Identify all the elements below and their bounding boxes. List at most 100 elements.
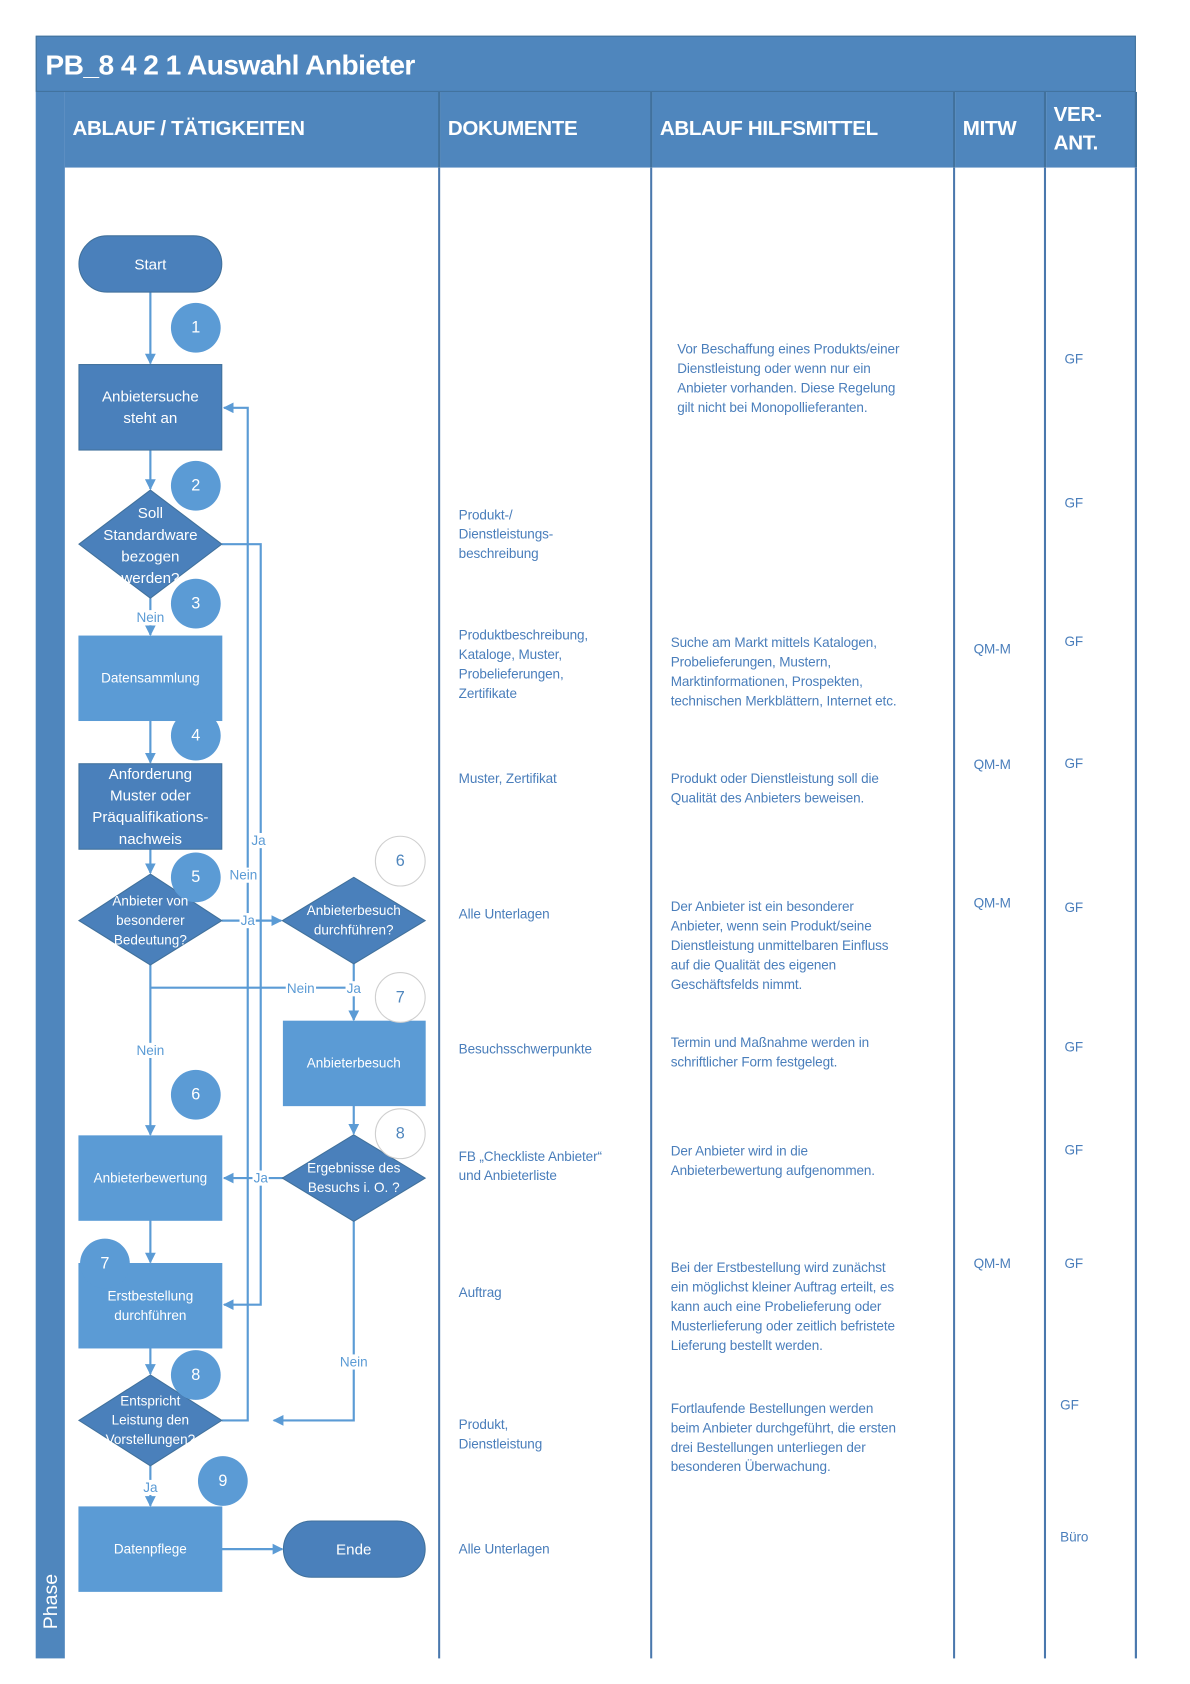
dokument-entry: Auftrag — [458, 1285, 502, 1301]
label-nein: Nein — [228, 867, 259, 883]
erstbestellung-label: Erstbestellung durchführen — [107, 1288, 194, 1324]
dokument-entry: Produktbeschreibung, Kataloge, Muster, P… — [458, 627, 589, 702]
hilfsmittel-entry: Bei der Erstbestellung wird zunächst ein… — [670, 1260, 895, 1354]
besondere-decision — [77, 873, 223, 966]
ende-terminator — [282, 1520, 426, 1578]
step-circle-9 — [197, 1456, 248, 1506]
datensammlung-box — [78, 635, 223, 722]
side-step-circle-8 — [374, 1108, 426, 1160]
label-nein: Nein — [135, 610, 166, 626]
verant-entry: GF — [1060, 1397, 1079, 1413]
verant-entry: GF — [1064, 495, 1084, 511]
header-ablauf: ABLAUF / TÄTIGKEITEN — [64, 91, 441, 168]
side-step-number: 8 — [395, 1124, 405, 1143]
start-terminator — [78, 235, 223, 293]
step-number: 3 — [191, 594, 201, 613]
hilfsmittel-entry: Der Anbieter ist ein besonderer Anbieter… — [670, 898, 889, 993]
column-hilfsmittel — [652, 167, 956, 1659]
mitw-entry: QM-M — [973, 1255, 1011, 1272]
step-number: 7 — [100, 1254, 110, 1273]
header-hilfsmittel-label: ABLAUF HILFSMITTEL — [659, 117, 878, 141]
column-mitw — [955, 167, 1047, 1659]
besuch-frage-label: Anbieterbesuch durchführen? — [306, 903, 401, 938]
column-dokumente — [440, 167, 653, 1659]
step-circle-4 — [170, 710, 221, 761]
step-circle-8 — [170, 1350, 221, 1400]
start-label: Start — [134, 255, 167, 273]
label-ja: Ja — [345, 981, 362, 997]
verant-entry: GF — [1064, 1142, 1084, 1158]
anbietersuche-label: Anbietersuche steht an — [101, 387, 199, 427]
label-ja: Ja — [142, 1479, 159, 1496]
label-ja: Ja — [250, 832, 267, 849]
connector-ergebnisse-nein — [272, 1221, 355, 1426]
verant-entry: Büro — [1060, 1529, 1089, 1545]
anbieterbesuch-box — [282, 1020, 426, 1107]
ende-label: Ende — [336, 1540, 372, 1558]
verant-entry: GF — [1064, 351, 1084, 367]
connector-soll-ja — [221, 543, 262, 1311]
step-circle-1 — [170, 302, 221, 353]
header-dokumente-label: DOKUMENTE — [447, 117, 578, 141]
hilfsmittel-entry: Termin und Maßnahme werden in schriftlic… — [670, 1035, 870, 1070]
bewertung-box — [78, 1135, 223, 1221]
step-number: 9 — [218, 1471, 228, 1491]
header-mitw: MITW — [955, 91, 1047, 168]
datensammlung-label: Datensammlung — [101, 670, 200, 686]
label-ja: Ja — [252, 1170, 269, 1186]
header-ablauf-label: ABLAUF / TÄTIGKEITEN — [72, 117, 305, 141]
label-ja: Ja — [239, 913, 256, 929]
dokument-entry: Produkt, Dienstleistung — [458, 1417, 543, 1452]
side-step-circle-7 — [374, 971, 426, 1023]
side-step-circle-6 — [374, 835, 426, 887]
hilfsmittel-entry: Fortlaufende Bestellungen werden beim An… — [670, 1400, 896, 1475]
verant-entry: GF — [1064, 1039, 1084, 1055]
datenpflege-label: Datenpflege — [113, 1541, 187, 1557]
anbietersuche-box — [78, 364, 223, 451]
dokument-entry: Besuchsschwerpunkte — [458, 1041, 592, 1057]
header-dokumente: DOKUMENTE — [440, 91, 653, 168]
label-nein: Nein — [285, 981, 316, 997]
step-number: 5 — [191, 868, 201, 887]
besondere-label: Anbieter von besonderer Bedeutung? — [112, 893, 189, 948]
verant-entry: GF — [1064, 1255, 1084, 1272]
mitw-entry: QM-M — [973, 895, 1011, 911]
label-nein: Nein — [135, 1042, 166, 1059]
mitw-entry: QM-M — [973, 641, 1011, 657]
column-verant — [1046, 167, 1137, 1659]
dokument-entry: Alle Unterlagen — [458, 906, 550, 922]
hilfsmittel-entry: Produkt oder Dienstleistung soll die Qua… — [670, 771, 879, 806]
step-circle-5 — [170, 852, 221, 903]
step-circle-7 — [80, 1238, 130, 1289]
dokument-entry: FB „Checkliste Anbieter“ und Anbieterlis… — [458, 1148, 602, 1184]
step-number: 6 — [191, 1085, 201, 1104]
anforderung-label: Anforderung Muster oder Präqualifikation… — [92, 764, 209, 848]
hilfsmittel-entry: Vor Beschaffung eines Produkts/einer Die… — [677, 341, 900, 416]
step-number: 1 — [191, 318, 201, 337]
step-circle-2 — [170, 460, 221, 511]
datenpflege-box — [78, 1506, 223, 1592]
header-verant: VER- ANT. — [1046, 91, 1137, 168]
soll-label: Soll Standardware bezogen werden? — [103, 504, 198, 587]
title-bar: PB_8 4 2 1 Auswahl Anbieter — [35, 35, 1136, 92]
step-circle-6 — [170, 1069, 221, 1120]
dokument-entry: Produkt-/ Dienstleistungs- beschreibung — [458, 507, 554, 562]
anbieterbesuch-label: Anbieterbesuch — [306, 1055, 401, 1071]
header-verant-label: VER- ANT. — [1053, 103, 1102, 155]
soll-decision — [78, 489, 223, 599]
anforderung-box — [78, 763, 223, 850]
header-hilfsmittel: ABLAUF HILFSMITTEL — [652, 91, 956, 168]
dokument-entry: Alle Unterlagen — [458, 1541, 550, 1557]
ergebnisse-label: Ergebnisse des Besuchs i. O. ? — [307, 1160, 401, 1196]
hilfsmittel-entry: Der Anbieter wird in die Anbieterbewertu… — [670, 1143, 875, 1179]
hilfsmittel-entry: Suche am Markt mittels Katalogen, Probel… — [670, 635, 897, 709]
verant-entry: GF — [1064, 633, 1084, 650]
side-step-number: 6 — [395, 851, 405, 871]
step-number: 2 — [191, 476, 201, 495]
verant-entry: GF — [1064, 756, 1084, 772]
step-circle-3 — [170, 578, 221, 629]
verant-entry: GF — [1064, 900, 1084, 916]
label-nein: Nein — [338, 1354, 369, 1370]
